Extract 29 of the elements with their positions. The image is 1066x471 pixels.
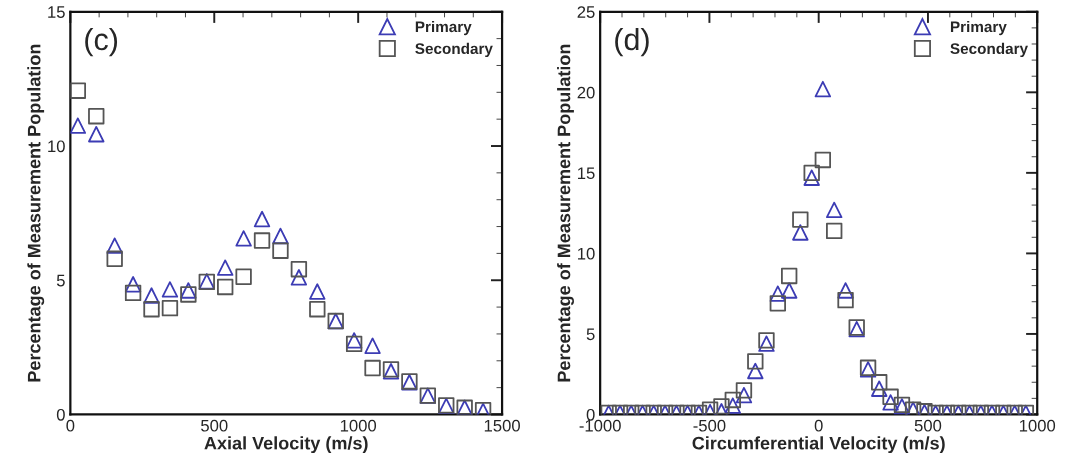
y-tick-label: 10 (48, 140, 65, 153)
y-tick-label: 5 (586, 328, 595, 341)
y-tick-label: 5 (56, 274, 65, 287)
x-tick-label: 0 (814, 419, 823, 432)
annotation: (d) (615, 27, 649, 57)
y-tick-label: 20 (577, 86, 595, 99)
x-tick-label: 1000 (1019, 419, 1056, 432)
y-tick-label: 25 (577, 6, 595, 18)
x-axis-title: Circumferential Velocity (m/s) (692, 436, 945, 454)
y-tick-label: 15 (578, 167, 595, 180)
x-tick-label: -500 (693, 419, 726, 432)
y-tick-label: 0 (586, 408, 595, 421)
y-axis-title: Percentage of Measurement Population (557, 44, 574, 382)
y-tick-label: 10 (578, 247, 595, 260)
x-tick-label: 500 (201, 419, 228, 432)
legend-label: Secondary (950, 42, 1028, 58)
x-tick-label: -1000 (579, 419, 621, 432)
y-tick-label: 15 (48, 6, 65, 18)
legend-label: Secondary (415, 42, 493, 58)
annotation: (c) (85, 27, 118, 57)
x-axis-title: Axial Velocity (m/s) (204, 436, 368, 454)
x-tick-label: 1500 (484, 419, 520, 432)
y-tick-label: 0 (56, 408, 65, 421)
y-axis-title: Percentage of Measurement Population (27, 44, 45, 382)
x-tick-label: 1000 (340, 419, 377, 432)
x-tick-label: 500 (914, 419, 942, 432)
x-tick-label: 0 (66, 419, 75, 432)
legend-label: Primary (415, 20, 472, 36)
legend-label: Primary (950, 20, 1007, 36)
